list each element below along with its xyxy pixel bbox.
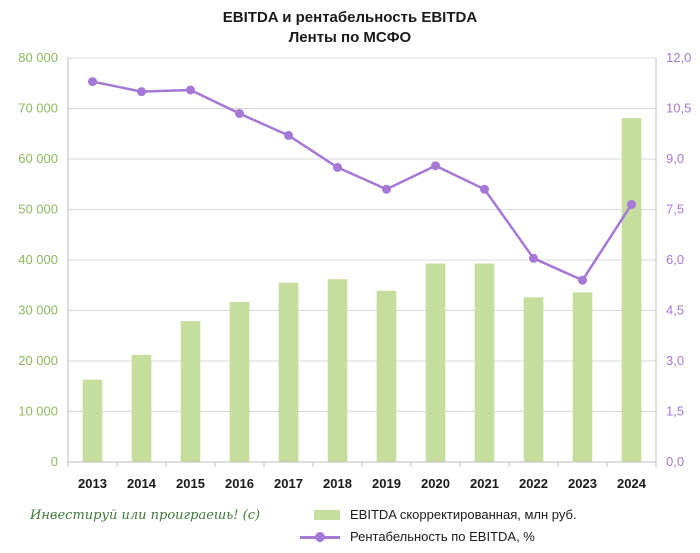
- legend-line-swatch: [300, 531, 340, 542]
- margin-point: [333, 162, 342, 172]
- y-right-tick-label: 6,0: [666, 252, 684, 267]
- bar: [131, 354, 152, 462]
- y-right-tick-label: 0,0: [666, 454, 684, 469]
- legend-item-line: Рентабельность по EBITDA, %: [300, 529, 535, 544]
- y-left-tick-label: 10 000: [18, 404, 58, 419]
- y-right-tick-label: 12,0: [666, 50, 691, 65]
- bar: [425, 263, 446, 462]
- y-right-tick-label: 3,0: [666, 353, 684, 368]
- y-left-tick-label: 0: [51, 454, 58, 469]
- x-tick-label: 2018: [323, 476, 352, 491]
- y-left-tick-label: 80 000: [18, 50, 58, 65]
- margin-point: [235, 109, 244, 119]
- y-right-tick-label: 9,0: [666, 151, 684, 166]
- margin-point: [480, 184, 489, 194]
- bar: [82, 379, 103, 462]
- x-tick-label: 2020: [421, 476, 450, 491]
- bar: [474, 263, 495, 462]
- legend-line-label: Рентабельность по EBITDA, %: [350, 529, 535, 544]
- y-left-tick-label: 20 000: [18, 353, 58, 368]
- bar: [621, 118, 642, 462]
- y-right-tick-label: 1,5: [666, 404, 684, 419]
- x-tick-label: 2019: [372, 476, 401, 491]
- margin-point: [186, 85, 195, 95]
- margin-point: [431, 161, 440, 171]
- margin-line: [92, 80, 633, 282]
- margin-point: [529, 253, 538, 263]
- bar: [523, 297, 544, 462]
- y-left-tick-label: 40 000: [18, 252, 58, 267]
- x-tick-label: 2015: [176, 476, 205, 491]
- bar: [229, 301, 250, 462]
- y-left-tick-label: 60 000: [18, 151, 58, 166]
- bar: [278, 282, 299, 462]
- margin-point: [284, 130, 293, 140]
- y-left-tick-label: 50 000: [18, 202, 58, 217]
- chart-title-line2: Ленты по МСФО: [288, 29, 412, 46]
- legend-item-bar: EBITDA скорректированная, млн руб.: [300, 507, 577, 522]
- y-left-tick-label: 70 000: [18, 101, 58, 116]
- watermark-text: Инвестируй или проиграешь! (с): [30, 508, 261, 523]
- y-left-tick-label: 30 000: [18, 303, 58, 318]
- bar: [327, 279, 348, 462]
- legend-bar-swatch: [314, 509, 340, 520]
- y-right-tick-label: 7,5: [666, 202, 684, 217]
- bar: [572, 292, 593, 462]
- legend-bar-label: EBITDA скорректированная, млн руб.: [350, 507, 577, 522]
- margin-point: [88, 77, 97, 87]
- bar: [180, 321, 201, 462]
- margin-point: [627, 199, 636, 209]
- x-tick-label: 2024: [617, 476, 647, 491]
- x-tick-label: 2023: [568, 476, 597, 491]
- margin-point: [578, 275, 587, 285]
- bar: [376, 290, 397, 462]
- x-tick-label: 2014: [127, 476, 157, 491]
- x-tick-label: 2022: [519, 476, 548, 491]
- y-right-tick-label: 10,5: [666, 101, 691, 116]
- chart-title-line1: EBITDA и рентабельность EBITDA: [222, 9, 478, 26]
- margin-point: [137, 87, 146, 97]
- x-tick-label: 2013: [78, 476, 107, 491]
- x-tick-label: 2021: [470, 476, 499, 491]
- margin-point: [382, 184, 391, 194]
- x-tick-label: 2016: [225, 476, 254, 491]
- y-right-tick-label: 4,5: [666, 303, 684, 318]
- x-tick-label: 2017: [274, 476, 303, 491]
